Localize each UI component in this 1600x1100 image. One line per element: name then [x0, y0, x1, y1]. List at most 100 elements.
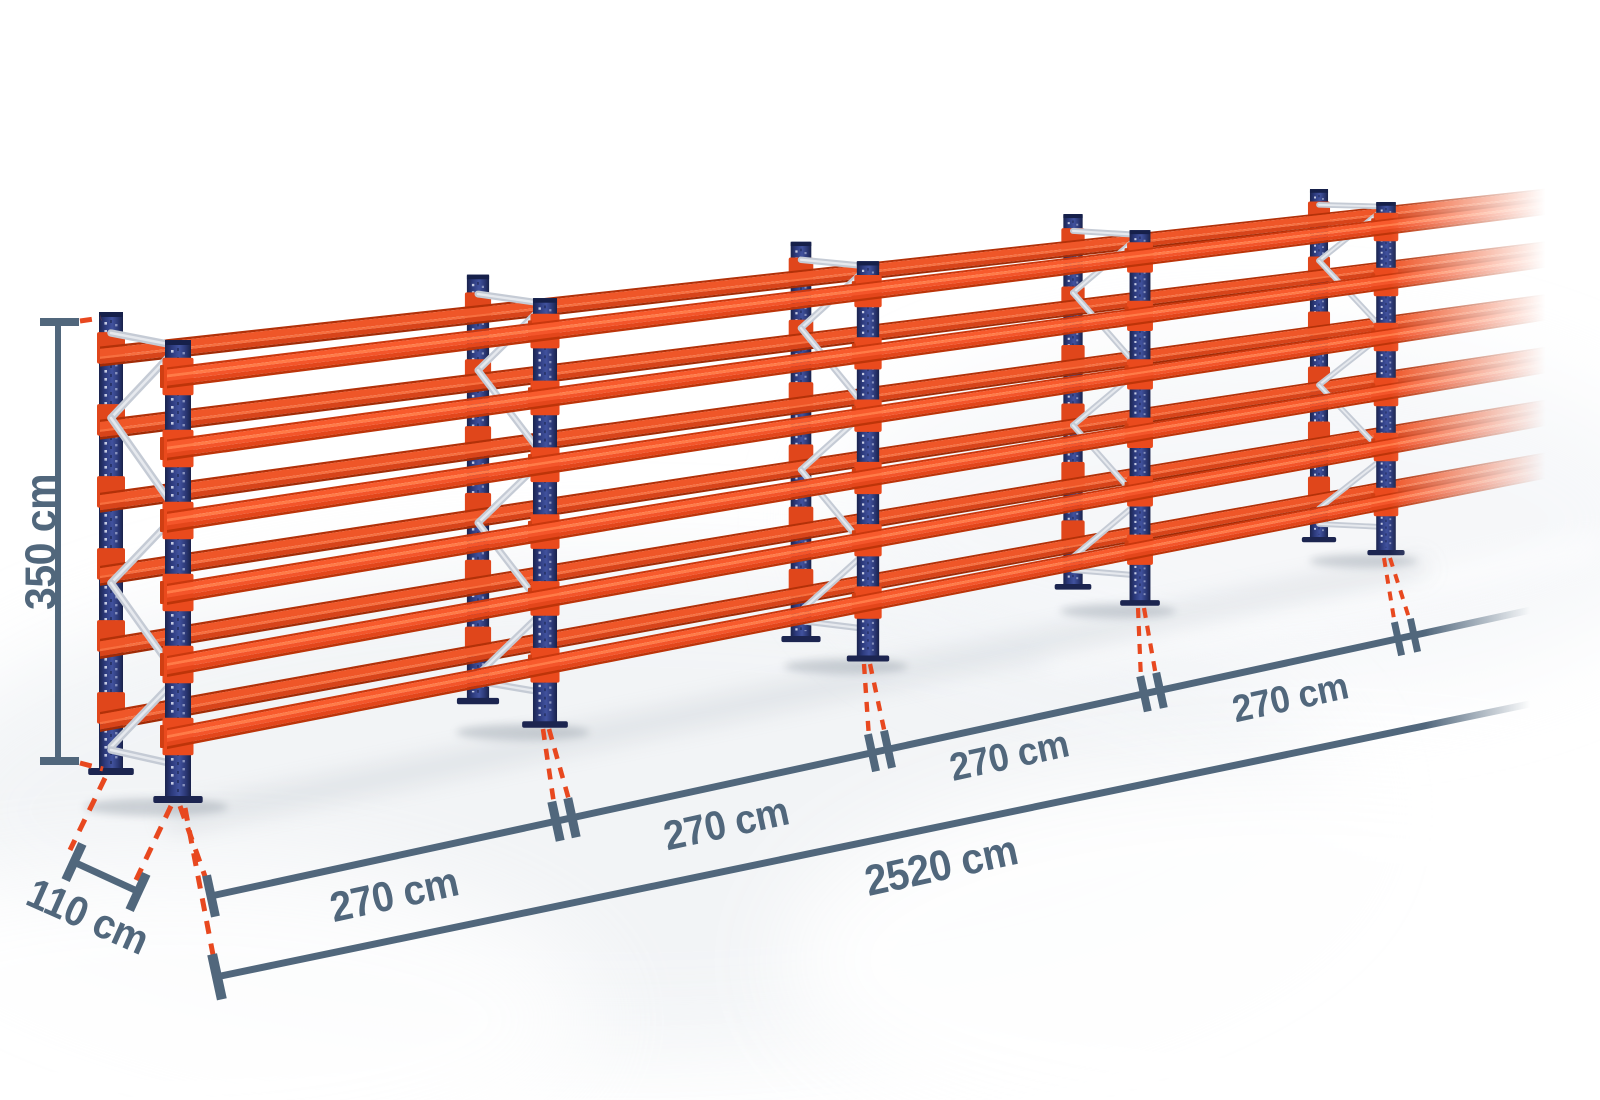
back-beam-face: [100, 404, 1560, 652]
leader-dashed-line: [1135, 607, 1144, 681]
frame-brace-highlight: [1318, 522, 1387, 529]
back-upright-baseplate: [781, 636, 821, 643]
leader-dashed-line: [861, 663, 872, 739]
beam-face: [167, 462, 1560, 736]
front-upright-cap: [1129, 230, 1151, 235]
floor-highlight: [780, 760, 1600, 1100]
leader-dashed-line: [546, 728, 572, 801]
front-upright-cap: [532, 298, 558, 303]
beam: [167, 460, 1560, 750]
upright-shadow: [1060, 603, 1176, 619]
back-upright-baseplate: [1054, 584, 1092, 590]
front-upright-cap: [1376, 202, 1396, 206]
beam-face: [167, 408, 1560, 659]
leader-dashed-line: [79, 760, 104, 772]
frame-brace-highlight: [799, 258, 870, 268]
back-beam-face: [100, 458, 1560, 730]
frame-brace-highlight: [1071, 291, 1142, 371]
back-beam-face: [100, 248, 1560, 438]
back-upright-cap: [790, 241, 812, 247]
back-upright-baseplate: [1301, 537, 1337, 543]
back-beam-face: [100, 195, 1560, 365]
beam-connector-tab: [160, 652, 164, 677]
frame-brace-highlight: [799, 549, 870, 612]
beam-face: [167, 263, 1560, 461]
back-beam: [100, 344, 1560, 586]
back-beam-face: [100, 194, 1560, 359]
leader-dashed-line: [1141, 607, 1159, 677]
beam-face: [167, 473, 1560, 750]
front-upright-baseplate: [846, 655, 890, 662]
back-beam-face: [100, 246, 1560, 433]
bay-dimension-tick: [1390, 621, 1406, 657]
frame-brace-highlight: [1071, 568, 1142, 577]
front-upright-baseplate: [1120, 600, 1160, 606]
back-beam: [100, 239, 1560, 440]
back-beam-face: [100, 304, 1560, 513]
bay-dimension-tick: [1136, 675, 1152, 713]
total-dimension-tick: [207, 953, 227, 1001]
leader-dashed-line: [1382, 557, 1397, 626]
upright-shadow: [784, 658, 908, 675]
beam-face: [167, 421, 1560, 678]
back-beam-face: [100, 397, 1560, 642]
bay-dimension-tick: [1152, 671, 1168, 709]
front-upright-baseplate: [153, 796, 203, 803]
back-beam-face: [100, 199, 1560, 367]
back-beam-face: [100, 293, 1560, 503]
back-beam-face: [100, 292, 1560, 496]
upright-shadow: [456, 723, 590, 741]
back-beam-face: [100, 346, 1560, 576]
bay-dimension-tick: [1406, 617, 1422, 653]
back-beam-face: [100, 351, 1560, 579]
beam-face: [167, 365, 1560, 603]
back-beam-face: [100, 241, 1560, 430]
height-dimension-label: 350 cm: [17, 474, 66, 610]
frame-brace-highlight: [1071, 499, 1142, 559]
rack-floor-shadow: [160, 556, 1432, 832]
beam: [167, 408, 1560, 678]
beam-face: [167, 460, 1560, 731]
beam-face: [167, 197, 1560, 370]
beam-face: [167, 316, 1560, 533]
frame-brace-highlight: [1318, 203, 1387, 208]
front-beams: [167, 197, 1560, 750]
bay-dimension-tick: [563, 797, 581, 839]
floor-edge-highlight: [1040, 532, 1600, 672]
front-upright-cap: [165, 340, 191, 345]
beam-face: [167, 313, 1560, 530]
back-beam-face: [100, 456, 1560, 725]
back-beam-face: [100, 239, 1560, 423]
back-upright-baseplate: [88, 768, 134, 775]
beam-face: [167, 302, 1560, 514]
back-upright-cap: [466, 274, 490, 280]
beam-face: [167, 357, 1560, 591]
back-beam: [100, 186, 1560, 367]
upright-shadow: [1309, 554, 1419, 568]
leader-dashed-line: [540, 728, 557, 805]
leader-dashed-line: [1388, 557, 1412, 622]
bay-dimension-tick: [864, 733, 880, 773]
beam-face: [167, 415, 1560, 670]
beam-face: [167, 252, 1560, 447]
total-dimension-line: [215, 700, 1531, 981]
leader-dashed-line: [182, 807, 217, 961]
back-beam: [100, 292, 1560, 513]
dimension-annotations: [40, 318, 1531, 1001]
beam-connector-tab: [160, 508, 164, 533]
beam-face: [167, 211, 1560, 389]
beam-face: [167, 199, 1560, 375]
back-upright-cap: [99, 312, 123, 317]
back-upright-baseplate: [456, 697, 500, 705]
back-beam-face: [100, 188, 1560, 357]
back-beam-face: [100, 344, 1560, 569]
beam-face: [167, 310, 1560, 526]
back-beam-face: [100, 186, 1560, 349]
beam-connector-tab: [160, 580, 164, 605]
back-beam-face: [100, 353, 1560, 584]
leader-dashed-line: [79, 315, 102, 324]
frame-brace-highlight: [799, 327, 870, 411]
back-beam-face: [100, 409, 1560, 659]
beam-face: [167, 409, 1560, 664]
